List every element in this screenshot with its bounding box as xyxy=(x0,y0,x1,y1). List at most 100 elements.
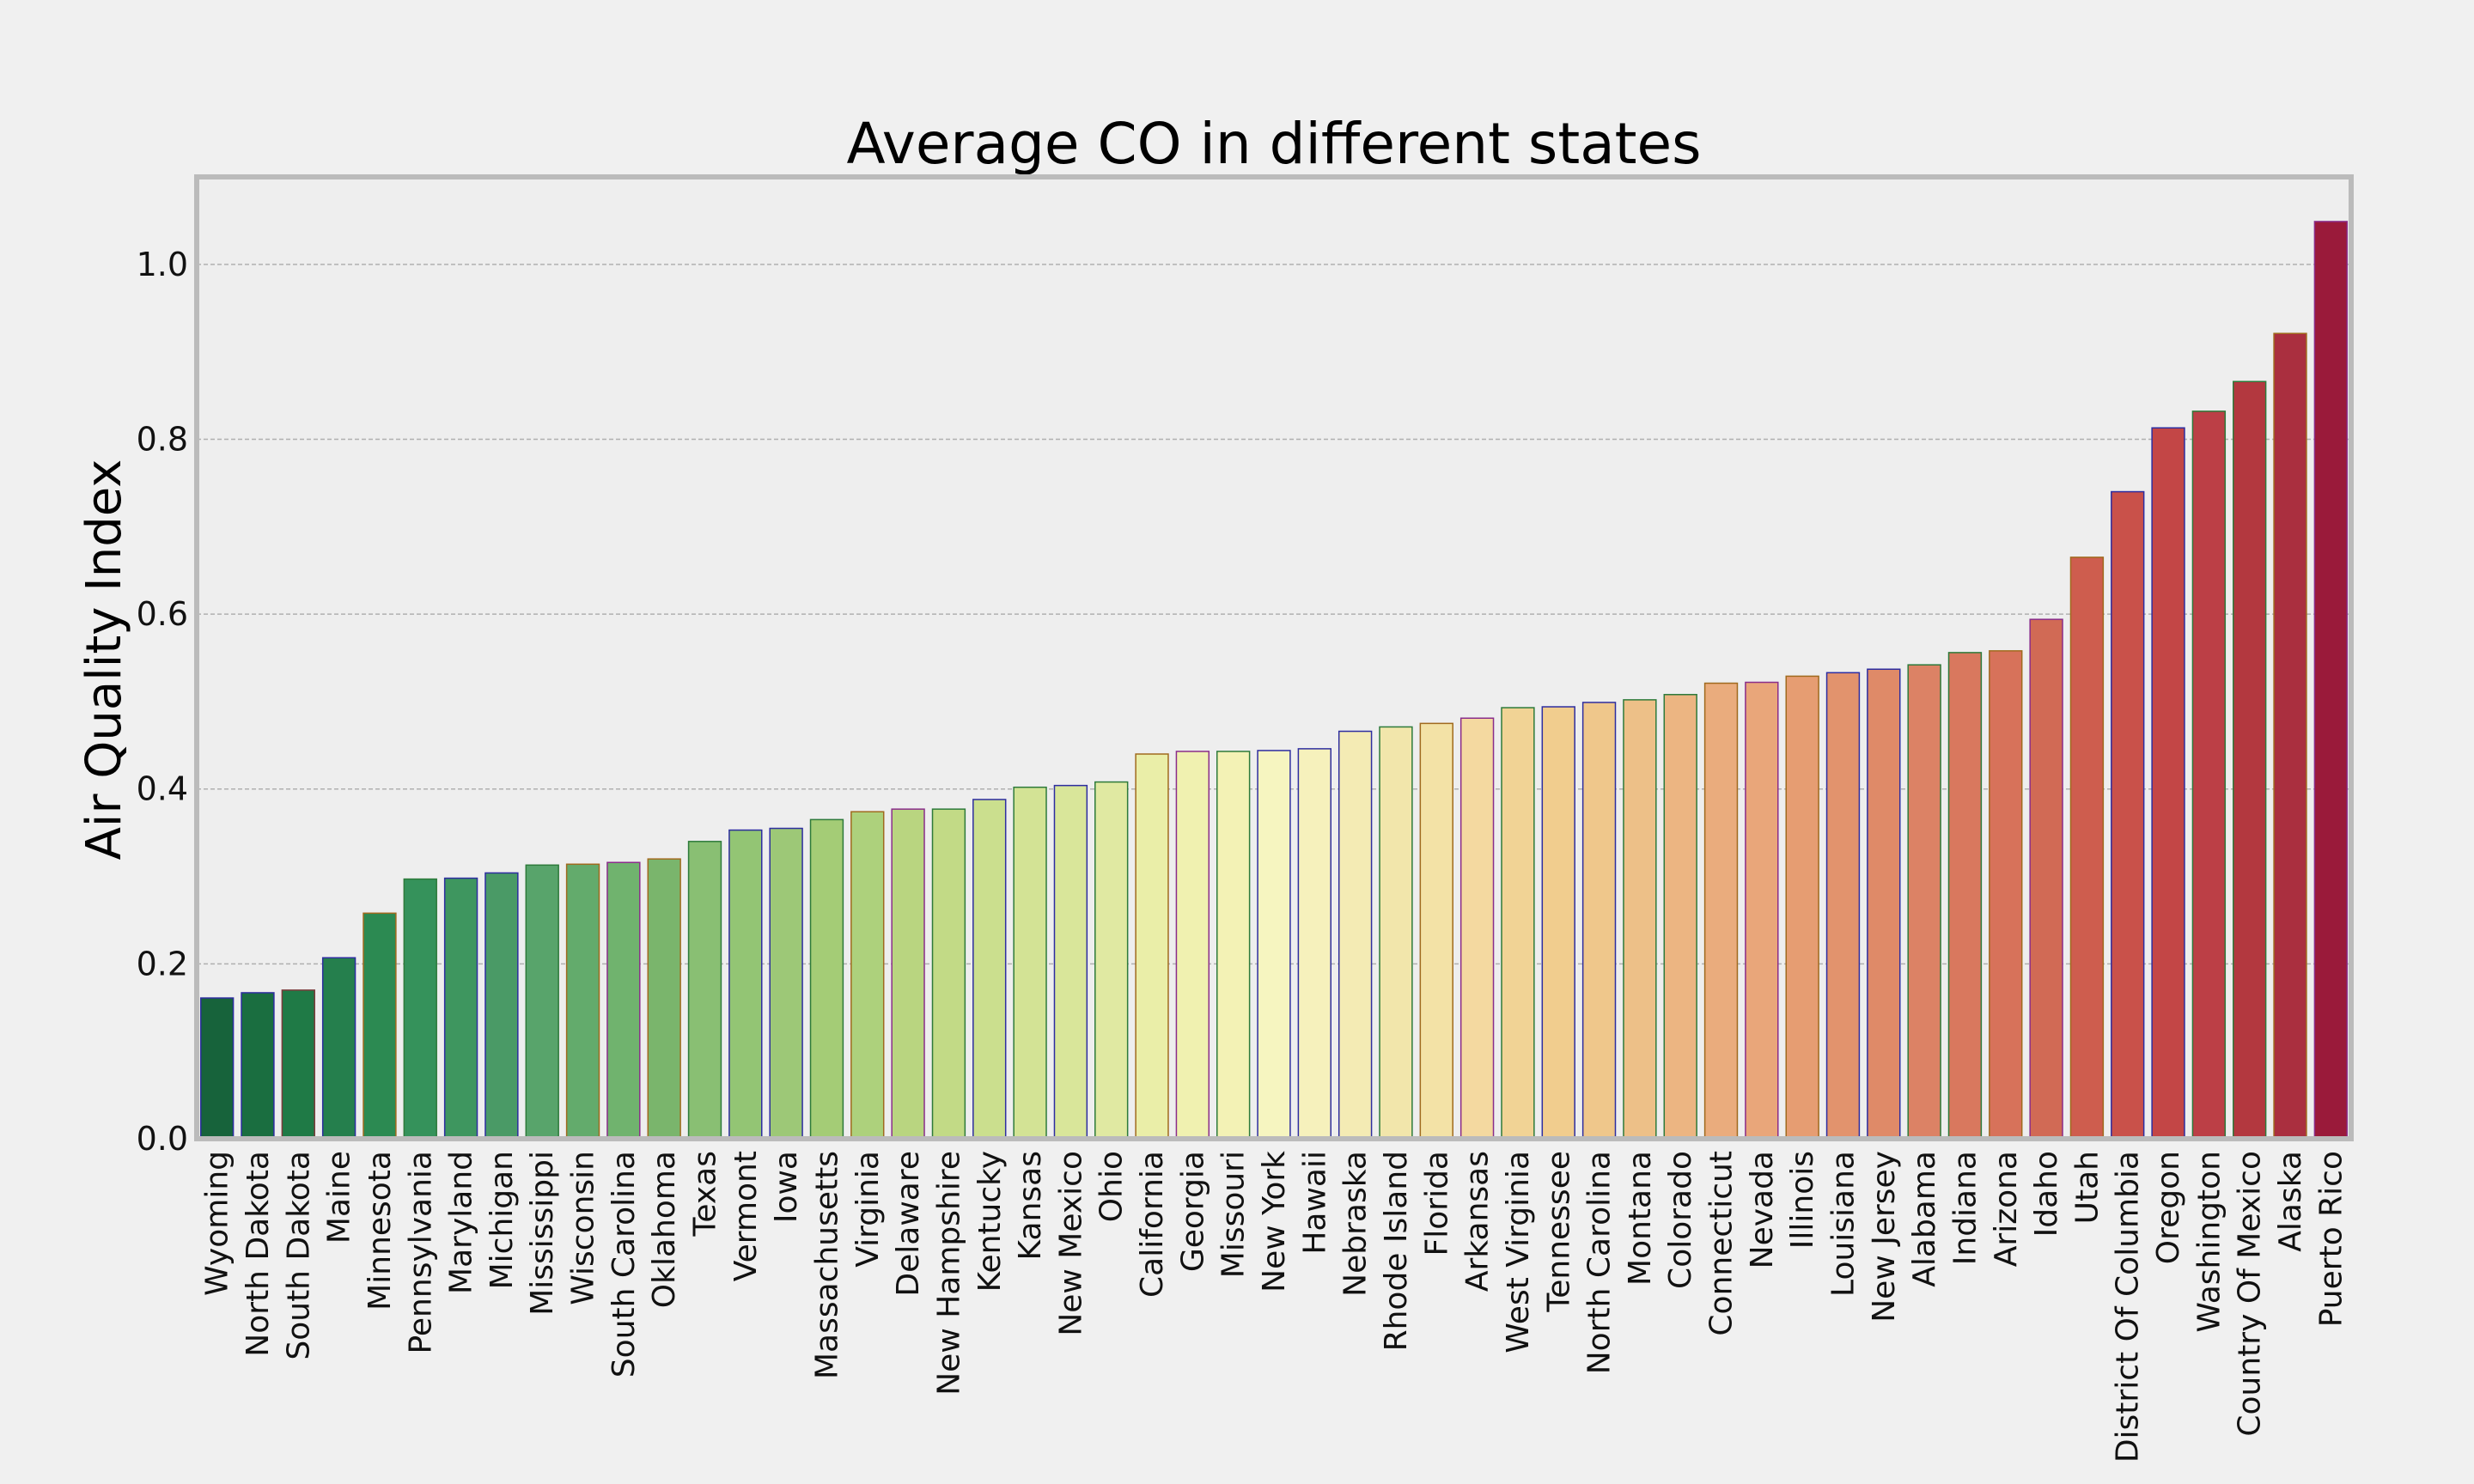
bar xyxy=(2111,490,2145,1140)
bar xyxy=(321,957,356,1140)
x-tick-label: Florida xyxy=(1419,1151,1454,1256)
bar xyxy=(1257,750,1291,1140)
bar xyxy=(241,992,275,1140)
bar xyxy=(2273,332,2307,1140)
bar xyxy=(1501,707,1535,1140)
bar xyxy=(1216,751,1251,1140)
y-axis-label: Air Quality Index xyxy=(76,459,132,861)
bar xyxy=(1825,672,1861,1140)
chart-title: Average CO in different states xyxy=(846,111,1701,177)
x-tick-label: Kansas xyxy=(1013,1151,1048,1260)
bar xyxy=(687,841,722,1140)
y-tick-label: 0.4 xyxy=(137,770,188,808)
x-tick-label: Alabama xyxy=(1907,1151,1942,1287)
bar xyxy=(931,808,966,1140)
x-tick-label: Massachusetts xyxy=(809,1151,844,1379)
plot-frame xyxy=(194,174,2354,1141)
y-axis-ticks: 0.0 0.2 0.4 0.6 0.8 1.0 xyxy=(137,246,188,1158)
bar xyxy=(2069,556,2105,1140)
x-tick-label: Colorado xyxy=(1663,1151,1698,1289)
x-tick-label: Arkansas xyxy=(1460,1151,1496,1292)
y-tick-label: 0.0 xyxy=(137,1120,188,1158)
x-tick-label: Georgia xyxy=(1175,1151,1210,1272)
x-tick-label: Maine xyxy=(322,1151,357,1244)
y-tick-label: 1.0 xyxy=(137,246,188,283)
x-tick-label: New Jersey xyxy=(1867,1151,1902,1323)
bar xyxy=(1338,730,1373,1140)
x-tick-label: Country Of Mexico xyxy=(2233,1151,2268,1437)
bar xyxy=(1663,694,1697,1140)
bar xyxy=(1135,753,1169,1140)
bar xyxy=(769,827,803,1140)
x-tick-label: Tennessee xyxy=(1541,1151,1576,1313)
bar xyxy=(2151,427,2185,1140)
bar xyxy=(199,997,235,1140)
bar xyxy=(1459,717,1495,1140)
x-tick-label: New York xyxy=(1257,1151,1292,1292)
x-tick-label: District Of Columbia xyxy=(2111,1151,2146,1463)
x-tick-label: Minnesota xyxy=(363,1151,398,1311)
bar xyxy=(1703,682,1739,1140)
x-tick-label: Mississippi xyxy=(525,1151,560,1316)
bar xyxy=(850,811,885,1140)
bar xyxy=(972,799,1007,1140)
y-tick-label: 0.2 xyxy=(137,945,188,982)
bar xyxy=(728,829,763,1140)
bar xyxy=(809,818,844,1140)
bar xyxy=(1623,699,1657,1140)
x-axis-tick-labels: Wyoming North Dakota South Dakota Maine Minn… xyxy=(200,1151,2349,1463)
x-tick-label: California xyxy=(1135,1151,1170,1298)
y-tick-label: 0.8 xyxy=(137,420,188,458)
x-tick-label: Illinois xyxy=(1785,1151,1820,1249)
bar xyxy=(1867,668,1901,1140)
bar xyxy=(2313,221,2349,1140)
bars xyxy=(199,221,2349,1140)
bar xyxy=(1053,784,1088,1140)
x-tick-label: West Virginia xyxy=(1501,1151,1536,1353)
x-tick-label: North Carolina xyxy=(1582,1151,1618,1374)
bar xyxy=(1785,675,1819,1140)
x-tick-label: South Carolina xyxy=(606,1151,642,1378)
x-tick-label: Idaho xyxy=(2029,1151,2064,1237)
bar xyxy=(891,808,925,1140)
x-tick-label: Wyoming xyxy=(200,1151,235,1296)
x-tick-label: Connecticut xyxy=(1704,1151,1740,1336)
x-tick-label: Oregon xyxy=(2151,1151,2186,1264)
x-tick-label: Hawaii xyxy=(1297,1151,1332,1255)
x-tick-label: Maryland xyxy=(444,1151,479,1294)
x-tick-label: Washington xyxy=(2191,1151,2227,1333)
x-tick-label: New Mexico xyxy=(1053,1151,1088,1336)
bar xyxy=(1947,652,1983,1140)
x-tick-label: Rhode Island xyxy=(1379,1151,1414,1351)
bar xyxy=(1175,751,1210,1140)
y-tick-label: 0.6 xyxy=(137,595,188,633)
x-tick-label: Virginia xyxy=(850,1151,886,1268)
bar xyxy=(1541,706,1575,1140)
x-tick-label: Indiana xyxy=(1947,1151,1983,1265)
bar xyxy=(565,863,600,1140)
x-tick-label: Vermont xyxy=(728,1151,764,1281)
bar xyxy=(1745,681,1779,1140)
bar xyxy=(2191,411,2227,1140)
x-tick-label: Arizona xyxy=(1989,1151,2024,1267)
bar xyxy=(1989,650,2023,1140)
x-tick-label: Kentucky xyxy=(972,1151,1008,1292)
x-tick-label: Montana xyxy=(1623,1151,1658,1286)
x-tick-label: New Hampshire xyxy=(931,1151,966,1396)
x-tick-label: Missouri xyxy=(1216,1151,1252,1278)
bar xyxy=(606,861,641,1140)
bar xyxy=(525,864,559,1140)
bar xyxy=(281,989,315,1140)
bar xyxy=(1907,664,1941,1140)
x-tick-label: Oklahoma xyxy=(647,1151,682,1308)
bar xyxy=(403,878,437,1140)
bar xyxy=(1094,781,1129,1140)
bar xyxy=(1013,786,1047,1140)
x-tick-label: Iowa xyxy=(769,1151,804,1223)
x-tick-label: Louisiana xyxy=(1825,1151,1861,1297)
x-tick-label: Puerto Rico xyxy=(2313,1151,2349,1327)
bar xyxy=(484,872,519,1140)
bar xyxy=(1379,726,1413,1140)
x-tick-label: South Dakota xyxy=(281,1151,316,1360)
